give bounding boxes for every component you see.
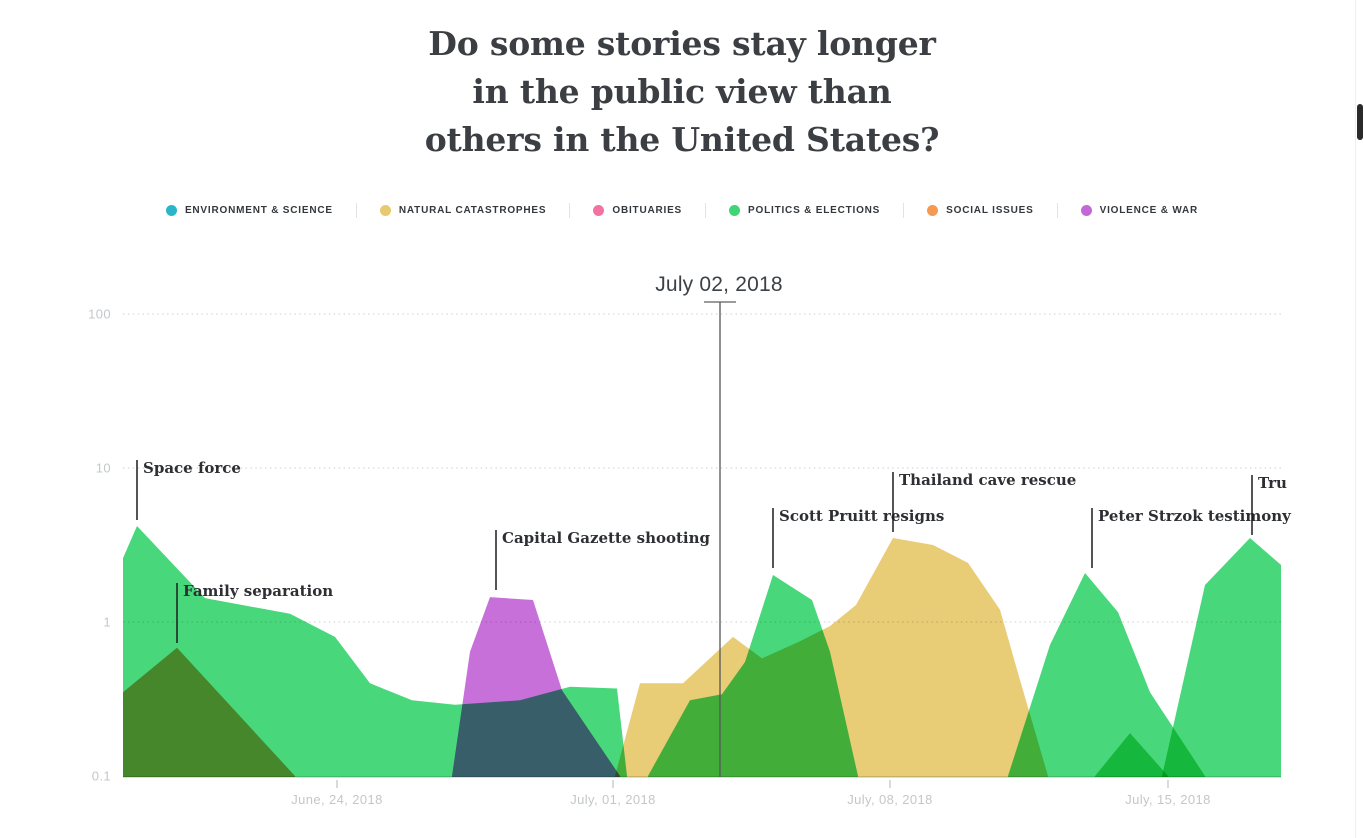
annotation-label-thailand-cave-rescue: Thailand cave rescue bbox=[899, 471, 1076, 489]
legend-dot-obituaries bbox=[593, 205, 605, 216]
y-axis-label-0.1: 0.1 bbox=[92, 769, 111, 784]
area-politics-elections[interactable] bbox=[1095, 733, 1168, 777]
title-line-2: in the public view than bbox=[472, 72, 892, 111]
scrollbar-track[interactable] bbox=[1355, 0, 1364, 838]
title-line-3: others in the United States? bbox=[424, 120, 940, 159]
legend-label: VIOLENCE & WAR bbox=[1099, 205, 1199, 216]
legend-dot-social-issues bbox=[927, 205, 939, 216]
annotation-label-capital-gazette-shooting: Capital Gazette shooting bbox=[502, 529, 711, 547]
annotation-label-scott-pruitt-resigns: Scott Pruitt resigns bbox=[779, 507, 944, 525]
scrollbar-thumb[interactable] bbox=[1357, 104, 1363, 140]
area-politics-elections[interactable] bbox=[648, 575, 858, 777]
legend-label: SOCIAL ISSUES bbox=[946, 205, 1034, 216]
legend-item-obituaries[interactable]: OBITUARIES bbox=[569, 203, 705, 218]
annotation-label-peter-strzok-testimony: Peter Strzok testimony bbox=[1098, 507, 1292, 525]
legend-item-politics-elections[interactable]: POLITICS & ELECTIONS bbox=[705, 203, 903, 218]
legend-dot-natural-catastrophes bbox=[379, 205, 391, 216]
legend: ENVIRONMENT & SCIENCE NATURAL CATASTROPHE… bbox=[0, 203, 1364, 218]
x-axis-label: July, 01, 2018 bbox=[570, 792, 656, 807]
area-social-issues[interactable] bbox=[123, 647, 295, 777]
legend-label: POLITICS & ELECTIONS bbox=[748, 205, 881, 216]
legend-item-environment-science[interactable]: ENVIRONMENT & SCIENCE bbox=[143, 203, 356, 218]
legend-item-social-issues[interactable]: SOCIAL ISSUES bbox=[903, 203, 1056, 218]
chart-title: Do some stories stay longer in the publi… bbox=[0, 20, 1364, 164]
annotation-label-space-force: Space force bbox=[143, 459, 241, 477]
y-axis-label-1: 1 bbox=[103, 615, 111, 630]
area-violence-war[interactable] bbox=[452, 597, 620, 777]
legend-label: ENVIRONMENT & SCIENCE bbox=[184, 205, 333, 216]
legend-dot-violence-war bbox=[1080, 205, 1092, 216]
legend-label: OBITUARIES bbox=[612, 205, 683, 216]
x-axis-label: July, 15, 2018 bbox=[1125, 792, 1211, 807]
legend-dot-environment-science bbox=[165, 205, 177, 216]
area-politics-elections[interactable] bbox=[1008, 573, 1205, 777]
y-axis-label-100: 100 bbox=[88, 307, 111, 322]
cursor-date-label: July 02, 2018 bbox=[655, 273, 783, 296]
area-politics-elections[interactable] bbox=[1162, 538, 1281, 777]
legend-label: NATURAL CATASTROPHES bbox=[398, 205, 547, 216]
annotation-label-family-separation: Family separation bbox=[183, 582, 333, 600]
x-axis-label: July, 08, 2018 bbox=[847, 792, 933, 807]
legend-dot-politics-elections bbox=[729, 205, 741, 216]
annotation-label-tru: Tru bbox=[1258, 474, 1287, 492]
title-line-1: Do some stories stay longer bbox=[428, 24, 936, 63]
legend-item-violence-war[interactable]: VIOLENCE & WAR bbox=[1056, 203, 1221, 218]
y-axis-label-10: 10 bbox=[96, 461, 111, 476]
legend-item-natural-catastrophes[interactable]: NATURAL CATASTROPHES bbox=[355, 203, 569, 218]
x-axis-label: June, 24, 2018 bbox=[291, 792, 383, 807]
